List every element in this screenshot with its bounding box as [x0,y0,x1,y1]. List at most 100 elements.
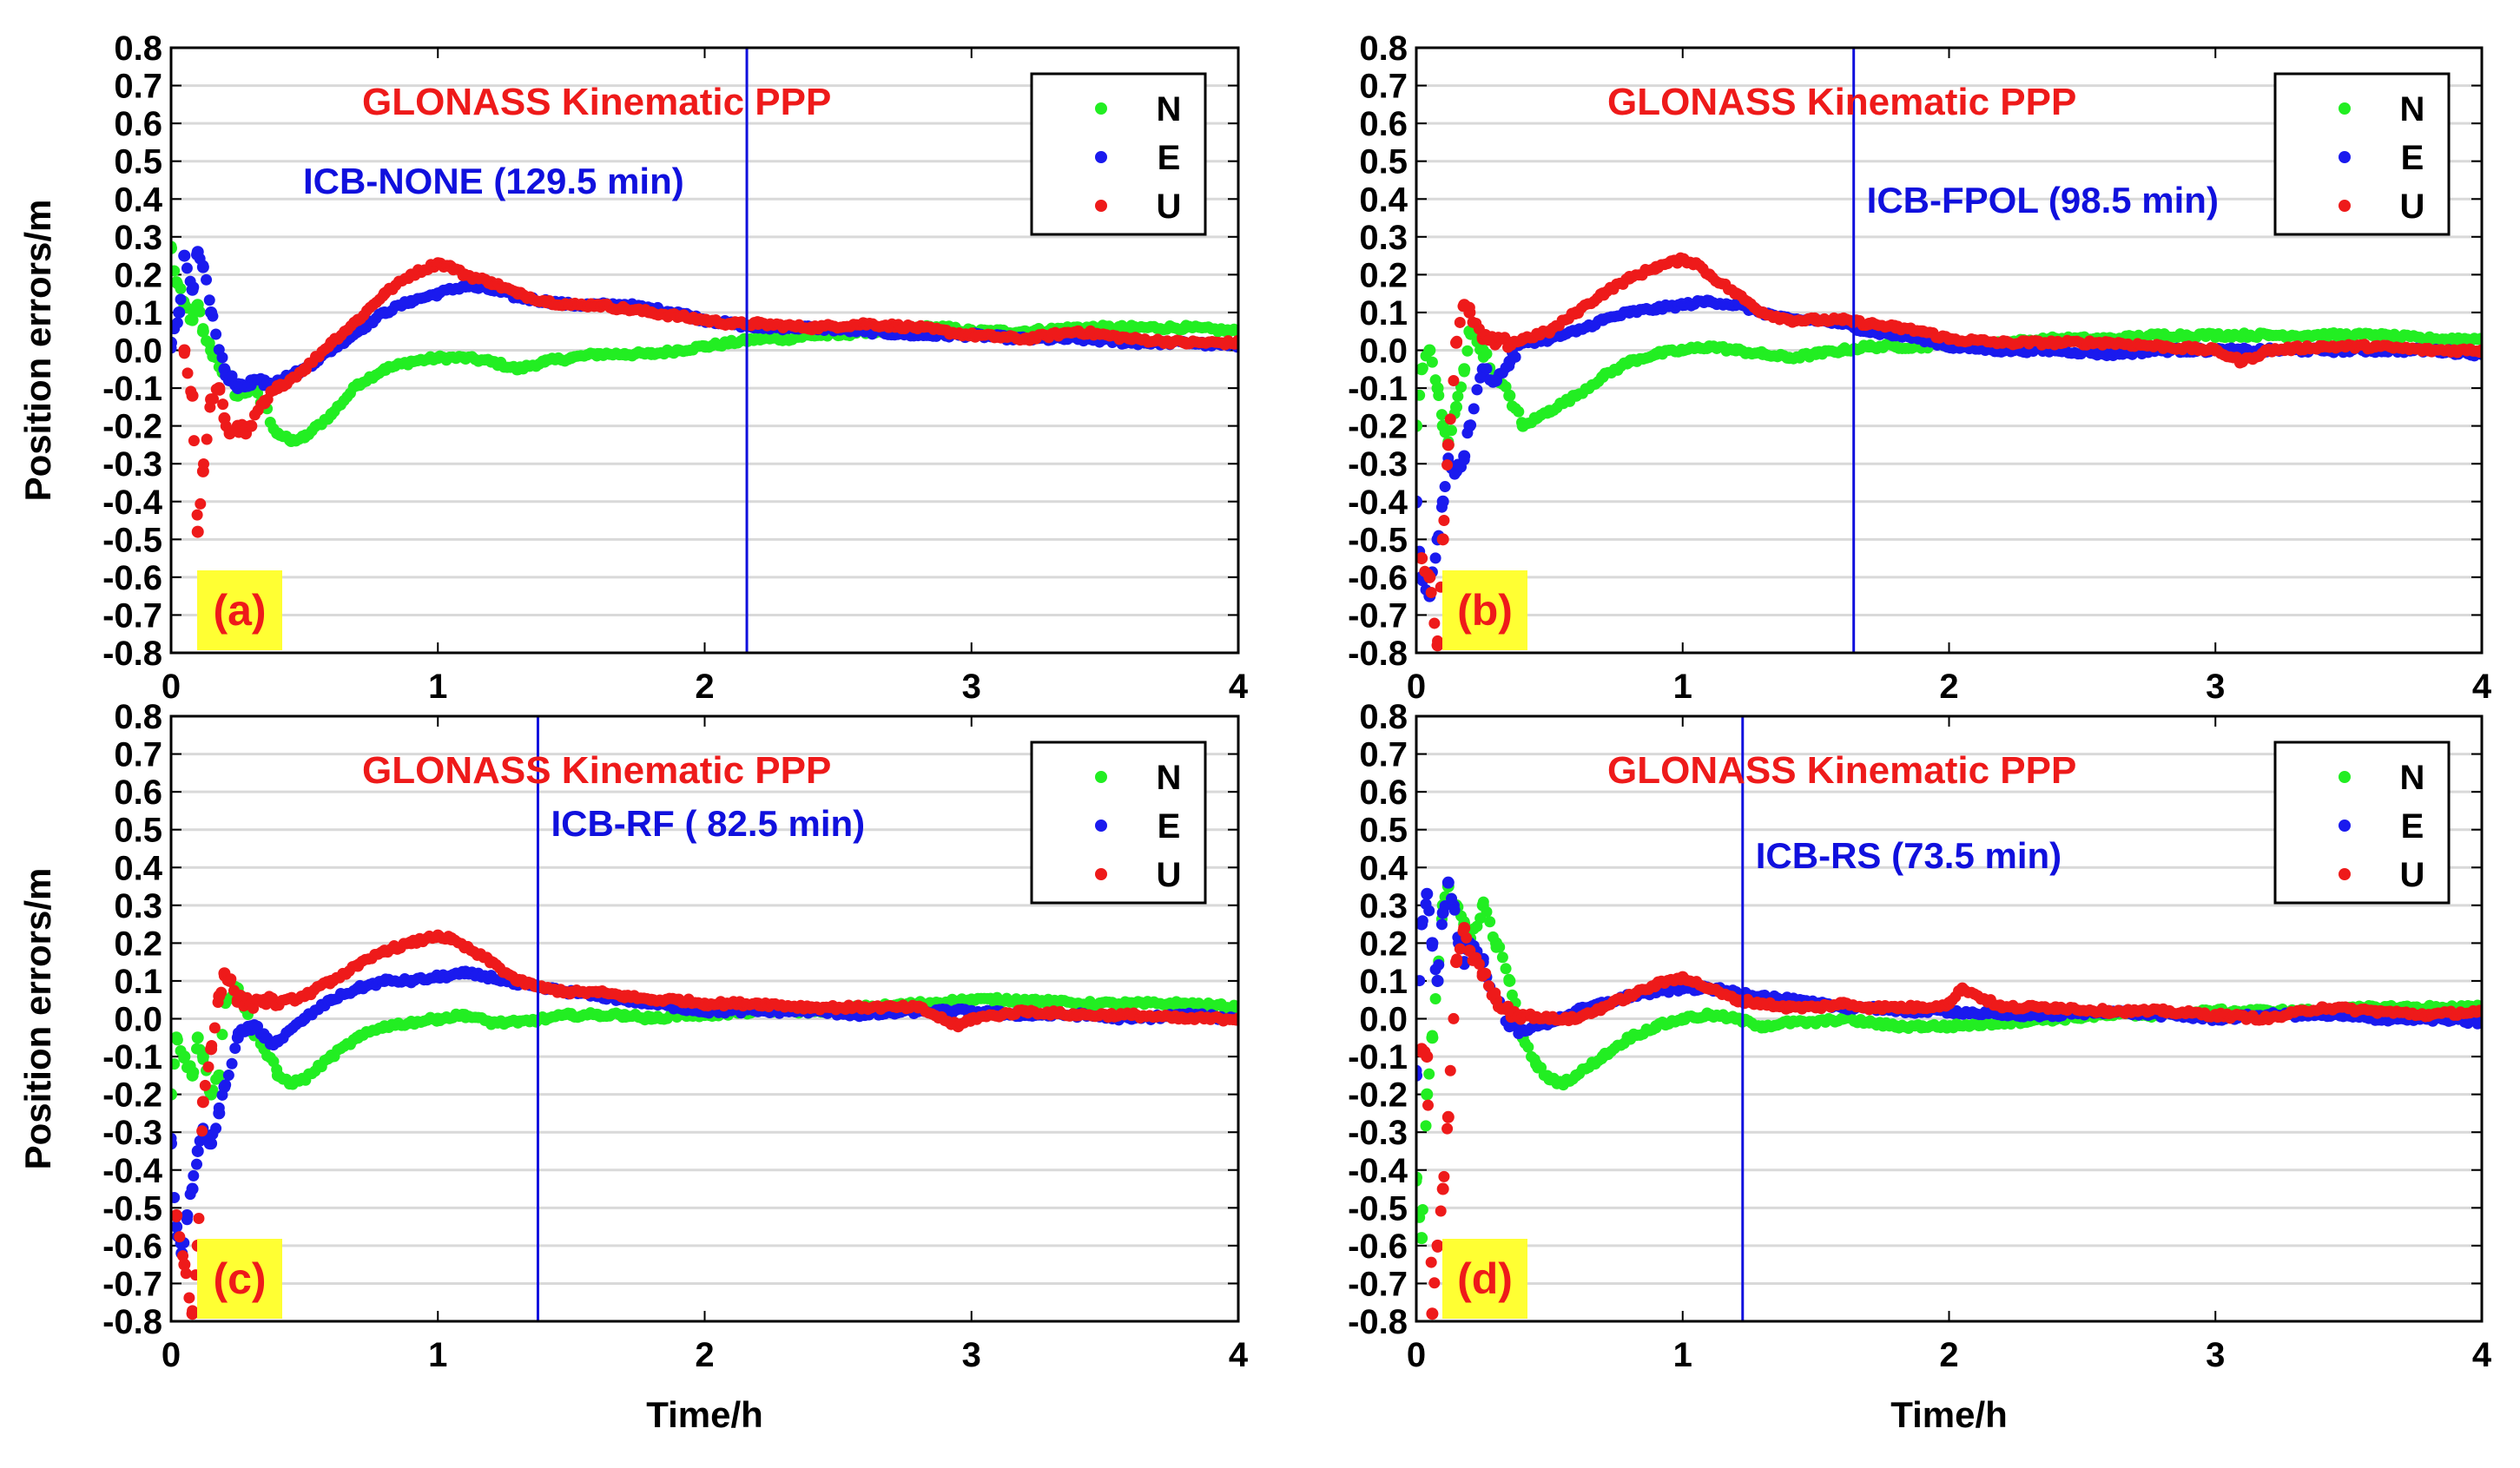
x-tick-label: 2 [695,668,714,706]
data-point-U [191,525,204,538]
data-point-E [1431,974,1444,987]
y-tick-label: -0.3 [1348,445,1408,484]
data-point-N [1503,973,1515,985]
data-point-U [1451,335,1463,347]
y-tick-label: -0.3 [102,1114,162,1152]
data-point-N [1452,391,1464,403]
y-tick-label: -0.1 [102,1038,162,1076]
data-point-U [247,1002,260,1014]
chart-panel-b: 0.80.70.60.50.40.30.20.10.0-0.1-0.2-0.3-… [1348,30,2492,706]
legend-label-N: N [1157,90,1182,128]
legend: NEU [1030,741,1207,905]
convergence-annotation: ICB-RF ( 82.5 min) [551,803,865,844]
legend-label-E: E [2401,139,2424,177]
series-U [171,929,1238,1320]
data-point-U [1432,635,1444,647]
data-point-N [1481,348,1493,360]
data-point-U [171,1211,182,1223]
x-tick-label: 2 [695,1336,714,1374]
legend-box [1030,741,1207,905]
legend-label-E: E [1158,807,1181,846]
data-point-U [1441,1110,1455,1123]
data-point-N [171,240,177,253]
y-tick-label: 0.1 [1359,294,1408,332]
data-point-U [1448,1012,1460,1024]
data-point-N [216,1029,228,1041]
data-point-U [1480,967,1492,979]
x-tick-label: 2 [1939,668,1958,706]
data-point-N [203,337,215,349]
y-axis-label: Position errors/m [17,868,58,1170]
legend-marker-U [2339,868,2351,880]
data-point-E [1503,359,1515,372]
data-point-U [1422,568,1434,580]
data-point-N [178,1052,190,1064]
data-point-N [1433,390,1445,402]
y-tick-label: 0.6 [1359,105,1408,143]
data-point-U [196,1096,209,1109]
data-point-N [1429,992,1441,1004]
data-point-E [1439,481,1451,493]
data-point-U [185,385,197,398]
y-tick-label: 0.0 [1359,332,1408,371]
data-point-E [203,1138,215,1150]
data-point-U [196,1125,208,1137]
x-axis-label: Time/h [646,1394,763,1435]
y-tick-label: -0.6 [1348,559,1408,597]
legend-label-E: E [1158,139,1181,177]
y-tick-label: 0.4 [1359,849,1408,887]
data-point-U [2474,346,2482,359]
legend-marker-E [1095,820,1107,832]
legend-label-N: N [1157,759,1182,797]
data-point-N [2475,332,2482,345]
data-point-U [1438,515,1450,527]
data-point-E [173,306,186,319]
convergence-annotation: ICB-FPOL (98.5 min) [1867,180,2219,221]
legend-marker-E [2339,820,2351,832]
y-tick-label: -0.5 [102,521,162,559]
panel-label-box [1442,570,1527,650]
data-point-U [1454,316,1466,328]
data-point-E [1435,918,1448,931]
data-point-N [1487,931,1499,943]
data-point-U [1231,334,1238,346]
y-tick-label: -0.3 [1348,1114,1408,1152]
x-tick-label: 4 [1229,668,1249,706]
chart-title: GLONASS Kinematic PPP [1607,81,2076,123]
data-point-U [1416,552,1428,564]
y-tick-label: -0.7 [1348,596,1408,635]
data-point-U [1436,1182,1449,1195]
series-group [171,929,1238,1320]
legend-label-U: U [1157,856,1182,894]
data-point-U [1461,931,1473,944]
data-point-E [190,1158,202,1170]
data-point-N [1423,1068,1435,1080]
data-point-N [1420,1120,1432,1132]
y-tick-label: 0.1 [114,294,162,332]
axes-frame [169,714,1240,1323]
data-point-E [216,1089,228,1101]
y-tick-label: 0.0 [1359,1001,1408,1039]
data-point-U [1426,1307,1439,1320]
data-point-E [1458,454,1470,466]
data-point-N [1500,380,1512,392]
x-tick-label: 1 [1673,668,1692,706]
data-point-U [215,986,228,998]
data-point-E [207,310,219,322]
data-point-N [1455,381,1468,393]
data-point-U [180,1267,192,1280]
data-point-U [212,997,224,1009]
data-point-N [1461,345,1474,357]
data-point-U [246,420,258,432]
y-tick-label: -0.4 [102,484,163,522]
legend-marker-U [1095,200,1107,212]
data-point-N [1458,365,1470,378]
series-group [1416,876,2482,1320]
data-point-N [171,1088,177,1100]
data-point-E [1448,904,1461,916]
data-point-N [191,1031,204,1044]
data-point-U [1499,332,1511,344]
data-point-U [206,1040,218,1052]
data-point-U [178,1258,191,1271]
y-tick-label: 0.1 [1359,963,1408,1001]
